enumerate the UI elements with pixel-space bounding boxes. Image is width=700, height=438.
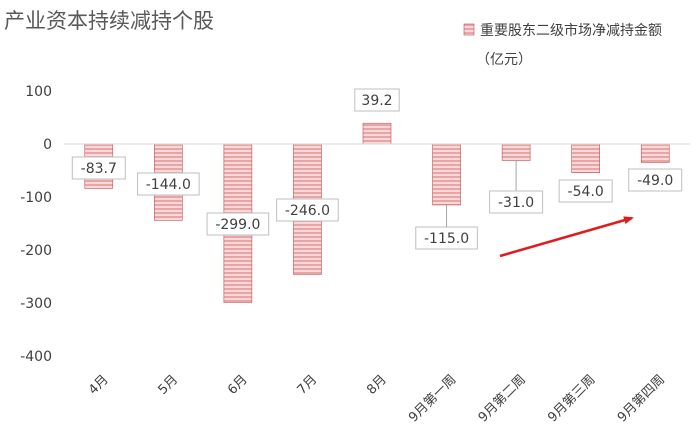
y-tick-label: -100 <box>20 190 52 206</box>
x-tick-label: 9月第一周 <box>406 372 459 425</box>
data-label-box <box>558 179 613 203</box>
x-tick-label: 4月 <box>86 372 112 398</box>
data-label: 39.2 <box>361 93 392 109</box>
x-axis: 4月 5月 6月 7月 8月 9月第一周 9月第二周 9月第三周 9月第四周 <box>86 372 668 425</box>
data-labels: -83.7 -144.0 -299.0 -246.0 39.2 -115.0 -31.0 -5… <box>71 88 683 250</box>
data-label-box <box>206 212 270 236</box>
data-label: -246.0 <box>285 203 330 219</box>
data-label-box <box>71 156 126 180</box>
trend-arrow <box>499 216 634 258</box>
legend-entry: 重要股东二级市场净减持金额 <box>480 22 662 39</box>
data-label-box <box>628 168 683 192</box>
y-axis: 100 0 -100 -200 -300 -400 <box>20 84 52 365</box>
y-tick-label: 100 <box>25 84 52 100</box>
legend: 重要股东二级市场净减持金额 （亿元） <box>463 22 662 68</box>
legend-unit: （亿元） <box>476 52 532 68</box>
bar-9月第二周 <box>501 143 531 161</box>
x-tick-label: 9月第四周 <box>615 372 668 425</box>
data-label: -31.0 <box>498 195 534 211</box>
bar-9月第三周 <box>571 143 600 173</box>
x-tick-label: 5月 <box>156 372 182 398</box>
bar-9月第四周 <box>640 143 670 163</box>
data-label-box <box>276 198 339 222</box>
data-label-box <box>489 190 544 214</box>
x-tick-label: 9月第二周 <box>476 372 529 425</box>
data-label: -54.0 <box>568 184 604 200</box>
bar-series <box>84 122 670 303</box>
y-tick-label: -200 <box>20 243 52 259</box>
data-label-box <box>415 226 478 250</box>
bar-8月 <box>362 122 392 145</box>
data-label: -144.0 <box>146 177 191 193</box>
legend-swatch <box>463 23 475 36</box>
x-tick-label: 7月 <box>295 372 321 398</box>
bar-9月第一周 <box>432 143 461 206</box>
y-tick-label: -300 <box>20 296 52 312</box>
chart-title: 产业资本持续减持个股 <box>4 9 214 33</box>
data-label: -83.7 <box>81 161 117 177</box>
data-label: -115.0 <box>424 231 469 247</box>
data-label-box <box>354 88 400 112</box>
data-label: -49.0 <box>637 173 673 189</box>
x-tick-label: 6月 <box>225 372 251 398</box>
data-label: -299.0 <box>215 217 260 233</box>
x-tick-label: 9月第三周 <box>545 372 598 425</box>
y-tick-label: 0 <box>43 137 52 153</box>
data-label-box <box>137 172 200 196</box>
x-tick-label: 8月 <box>364 372 390 398</box>
y-tick-label: -400 <box>20 349 52 365</box>
